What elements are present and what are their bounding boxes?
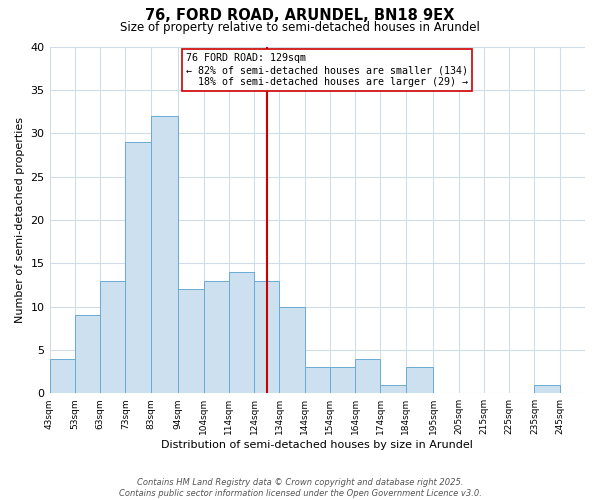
Bar <box>254 280 280 393</box>
Text: 76, FORD ROAD, ARUNDEL, BN18 9EX: 76, FORD ROAD, ARUNDEL, BN18 9EX <box>145 8 455 22</box>
Bar <box>203 280 229 393</box>
Bar <box>151 116 178 393</box>
Bar <box>330 367 355 393</box>
Bar <box>75 315 100 393</box>
Bar <box>305 367 330 393</box>
Text: Contains HM Land Registry data © Crown copyright and database right 2025.
Contai: Contains HM Land Registry data © Crown c… <box>119 478 481 498</box>
Bar <box>280 306 305 393</box>
Bar <box>229 272 254 393</box>
Bar <box>355 358 380 393</box>
Text: Size of property relative to semi-detached houses in Arundel: Size of property relative to semi-detach… <box>120 21 480 34</box>
Y-axis label: Number of semi-detached properties: Number of semi-detached properties <box>15 117 25 323</box>
Bar <box>406 367 433 393</box>
Text: 76 FORD ROAD: 129sqm
← 82% of semi-detached houses are smaller (134)
  18% of se: 76 FORD ROAD: 129sqm ← 82% of semi-detac… <box>186 54 468 86</box>
Bar <box>50 358 75 393</box>
X-axis label: Distribution of semi-detached houses by size in Arundel: Distribution of semi-detached houses by … <box>161 440 473 450</box>
Bar <box>125 142 151 393</box>
Bar <box>535 384 560 393</box>
Bar <box>380 384 406 393</box>
Bar <box>100 280 125 393</box>
Bar <box>178 289 203 393</box>
